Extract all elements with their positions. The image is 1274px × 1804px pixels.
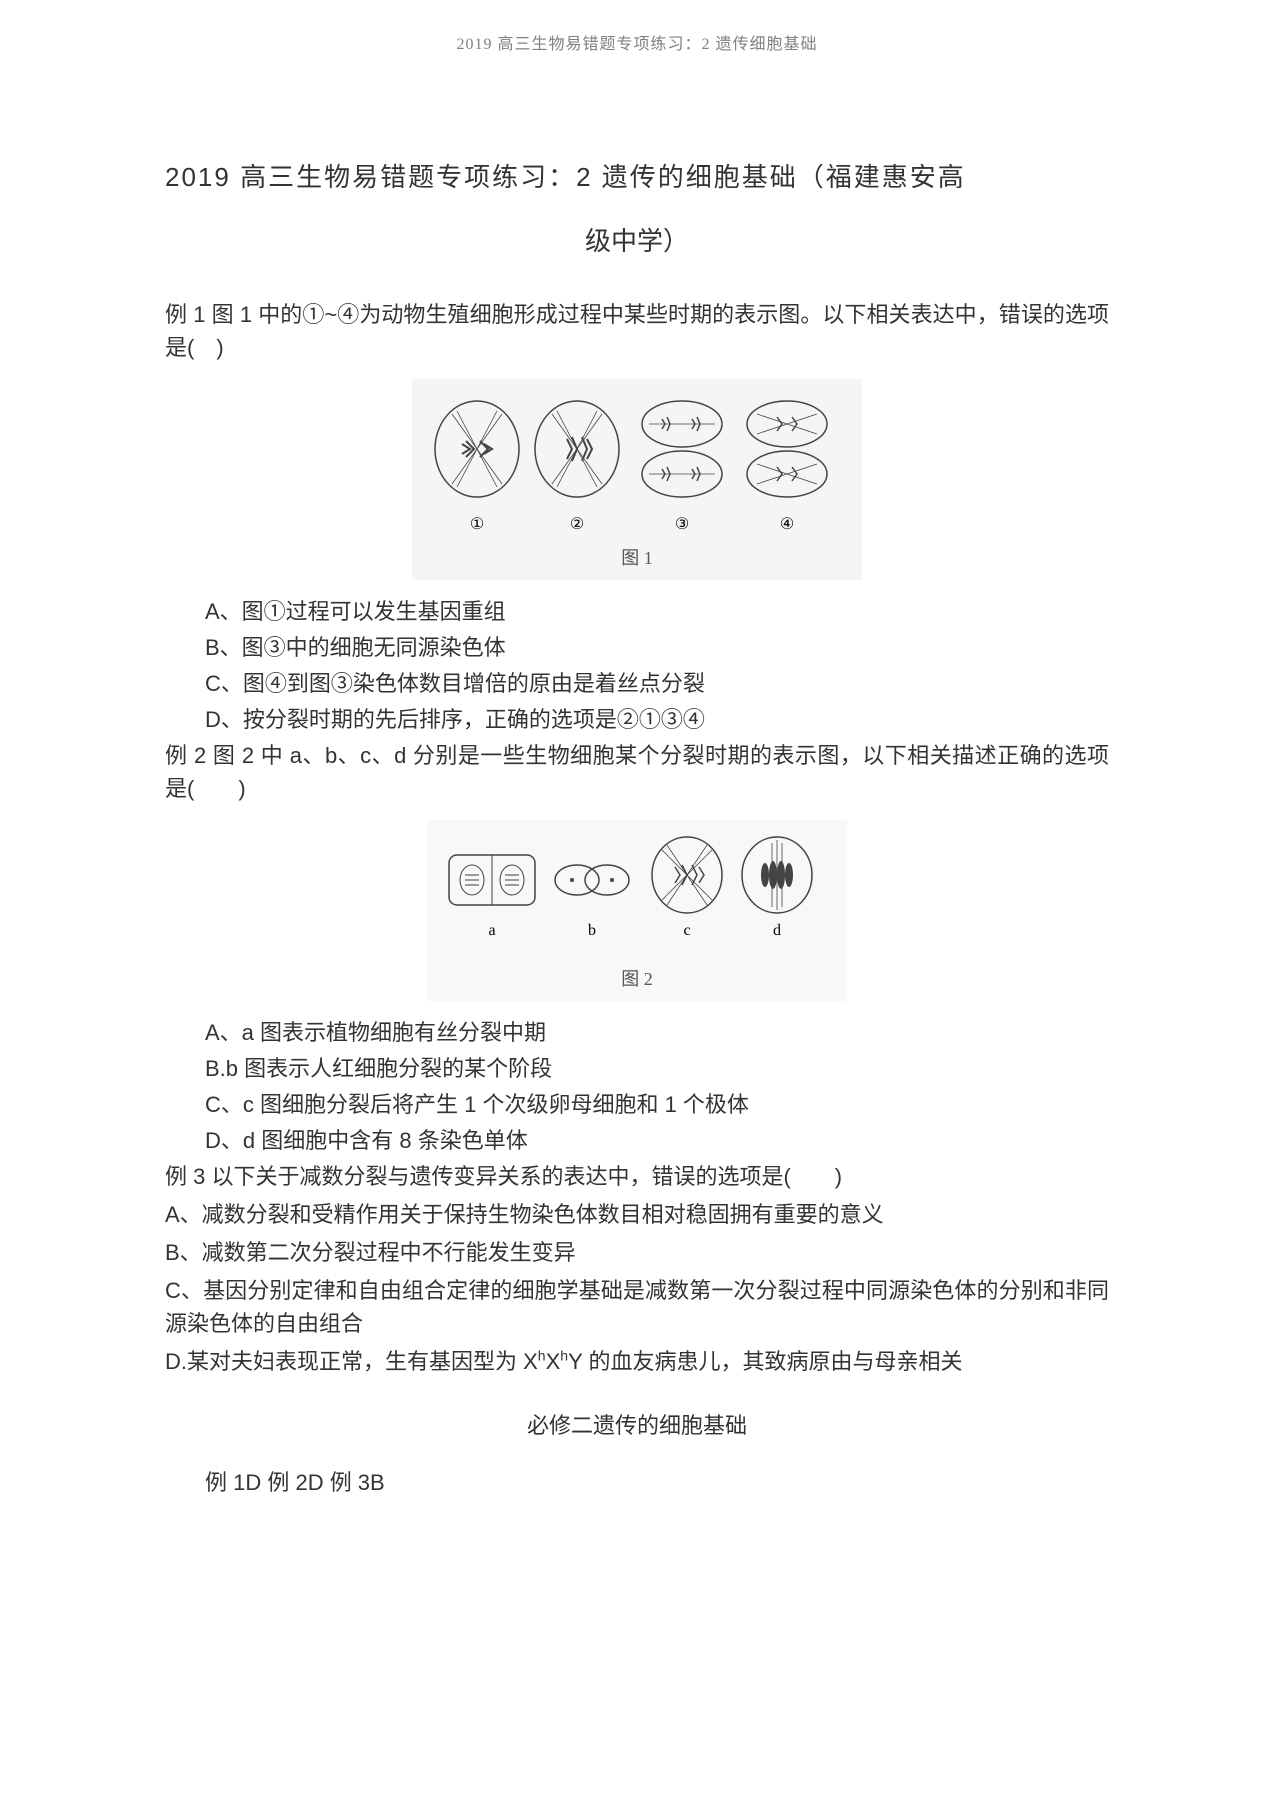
example1-option-d: D、按分裂时期的先后排序，正确的选项是②①③④ [165,703,1109,736]
example3-d-sup2: h [560,1347,568,1363]
example1-intro: 例 1 图 1 中的①~④为动物生殖细胞形成过程中某些时期的表示图。以下相关表达… [165,298,1109,364]
answer-list: 例 1D 例 2D 例 3B [165,1465,1109,1497]
example3-d-suffix: Y 的血友病患儿，其致病原由与母亲相关 [568,1349,962,1374]
example2-option-d: D、d 图细胞中含有 8 条染色单体 [165,1124,1109,1157]
example3-d-prefix: D.某对夫妇表现正常，生有基因型为 X [165,1349,538,1374]
svg-text:③: ③ [675,516,689,533]
main-content: 2019 高三生物易错题专项练习：2 遗传的细胞基础（福建惠安高 级中学） 例 … [0,54,1274,1497]
document-title-line2: 级中学） [165,221,1109,258]
svg-text:d: d [773,922,781,939]
example3-option-c: C、基因分别定律和自由组合定律的细胞学基础是减数第一次分裂过程中同源染色体的分别… [165,1274,1109,1340]
figure1-caption: 图 1 [422,544,852,570]
example1-option-c: C、图④到图③染色体数目增倍的原由是着丝点分裂 [165,667,1109,700]
figure2-caption: 图 2 [437,965,837,991]
figure2-svg: a b c [437,830,837,960]
answer-section-title: 必修二遗传的细胞基础 [165,1408,1109,1440]
example2-option-c: C、c 图细胞分裂后将产生 1 个次级卵母细胞和 1 个极体 [165,1088,1109,1121]
svg-text:b: b [588,922,596,939]
figure1-container: ① ② [165,379,1109,580]
svg-text:②: ② [570,516,584,533]
example1-option-b: B、图③中的细胞无同源染色体 [165,631,1109,664]
example3-intro: 例 3 以下关于减数分裂与遗传变异关系的表达中，错误的选项是( ) [165,1160,1109,1193]
example3-option-a: A、减数分裂和受精作用关于保持生物染色体数目相对稳固拥有重要的意义 [165,1198,1109,1231]
example2-intro: 例 2 图 2 中 a、b、c、d 分别是一些生物细胞某个分裂时期的表示图，以下… [165,739,1109,805]
example1-option-a: A、图①过程可以发生基因重组 [165,595,1109,628]
svg-text:c: c [683,922,690,939]
svg-text:a: a [488,922,495,939]
example2-option-a: A、a 图表示植物细胞有丝分裂中期 [165,1016,1109,1049]
svg-text:①: ① [470,516,484,533]
example3-d-mid1: X [546,1349,561,1374]
svg-text:④: ④ [780,516,794,533]
document-title-line1: 2019 高三生物易错题专项练习：2 遗传的细胞基础（福建惠安高 [165,154,1109,201]
example2-option-b: B.b 图表示人红细胞分裂的某个阶段 [165,1052,1109,1085]
example3-option-d: D.某对夫妇表现正常，生有基因型为 XhXhY 的血友病患儿，其致病原由与母亲相… [165,1345,1109,1378]
example3-option-b: B、减数第二次分裂过程中不行能发生变异 [165,1236,1109,1269]
example3-d-sup1: h [538,1347,546,1363]
figure1-svg: ① ② [422,389,852,539]
page-header: 2019 高三生物易错题专项练习：2 遗传细胞基础 [0,0,1274,54]
figure2-container: a b c [165,820,1109,1001]
